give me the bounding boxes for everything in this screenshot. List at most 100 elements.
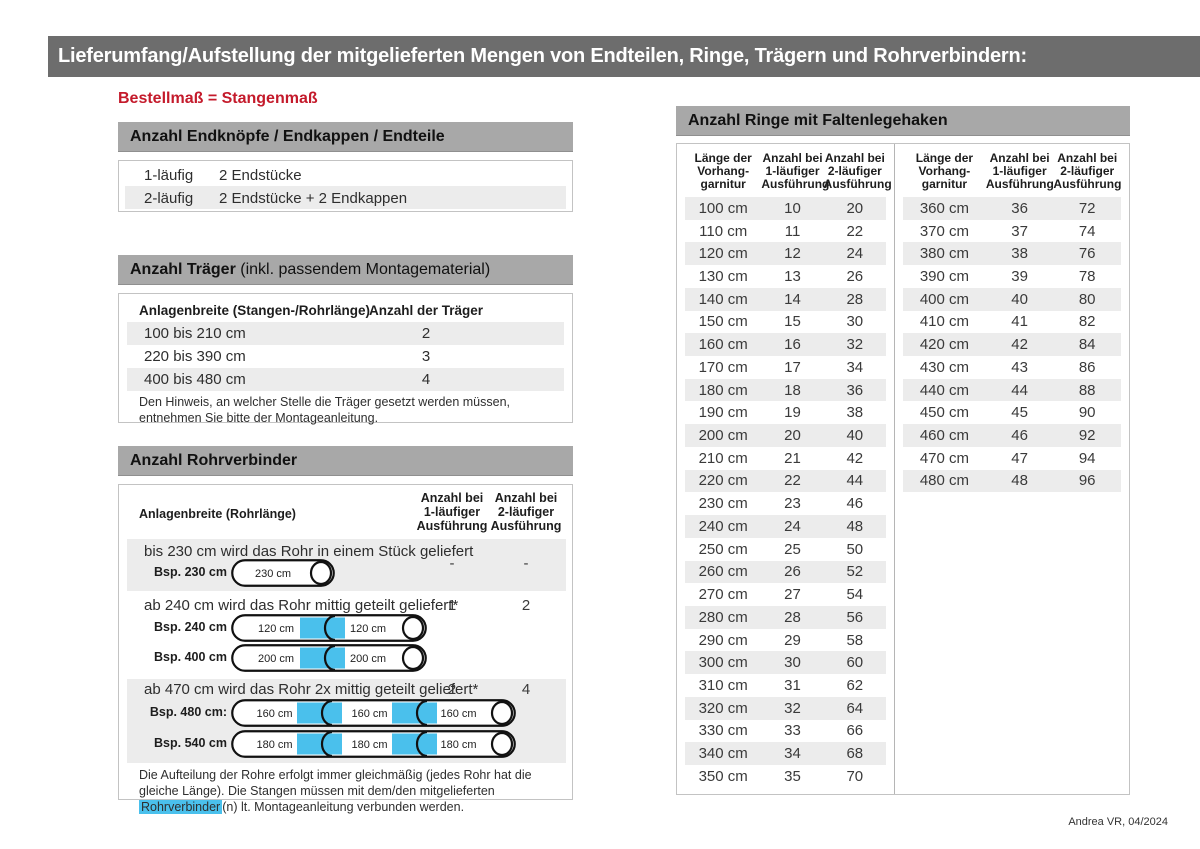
cell: 82 xyxy=(1078,313,1096,331)
rohrverbinder-col-label: Anlagenbreite (Rohrlänge) xyxy=(139,507,296,521)
cell: 84 xyxy=(1078,336,1096,354)
cell: 30 xyxy=(784,654,801,672)
table-row: 290 cm 29 58 xyxy=(685,629,886,652)
table-row: 470 cm 47 94 xyxy=(903,447,1121,470)
cell: 78 xyxy=(1078,268,1096,286)
svg-text:160 cm: 160 cm xyxy=(351,708,387,720)
cell: 310 cm xyxy=(698,676,748,694)
table-row: 250 cm 25 50 xyxy=(685,538,886,561)
traeger-row-value: 4 xyxy=(421,371,431,388)
table-row: 170 cm 17 34 xyxy=(685,356,886,379)
ringe-table-left: Länge der Vorhang- garnitur Anzahl bei 1… xyxy=(677,144,894,794)
section-header-ringe: Anzahl Ringe mit Faltenlegehaken xyxy=(676,106,1130,136)
svg-text:160 cm: 160 cm xyxy=(256,708,292,720)
cell: 320 cm xyxy=(698,699,748,717)
rohr-row-value-2laeufig: - xyxy=(523,555,529,572)
cell: 48 xyxy=(1011,472,1028,490)
rohr-row-text: ab 240 cm wird das Rohr mittig geteilt g… xyxy=(144,597,459,614)
cell: 210 cm xyxy=(698,449,748,467)
cell: 96 xyxy=(1078,472,1096,490)
cell: 46 xyxy=(1011,427,1028,445)
cell: 36 xyxy=(1011,199,1028,217)
cell: 66 xyxy=(846,722,864,740)
cell: 17 xyxy=(784,358,801,376)
cell: 76 xyxy=(1078,245,1096,263)
cell: 48 xyxy=(846,517,864,535)
cell: 86 xyxy=(1078,358,1096,376)
pipe-diagram: 120 cm 120 cm xyxy=(231,614,427,647)
cell: 88 xyxy=(1078,381,1096,399)
cell: 24 xyxy=(846,245,864,263)
table-row: 440 cm 44 88 xyxy=(903,378,1121,402)
ringe-col-2laeufig: Anzahl bei 2-läufiger Ausführung xyxy=(823,151,892,191)
cell: 34 xyxy=(846,358,864,376)
cell: 32 xyxy=(846,336,864,354)
cell: 430 cm xyxy=(919,358,970,376)
traeger-row-value: 3 xyxy=(421,348,431,365)
svg-text:200 cm: 200 cm xyxy=(258,653,294,665)
cell: 240 cm xyxy=(698,517,748,535)
footnote-highlight: Rohrverbinder xyxy=(139,800,223,814)
rohr-row-value-2laeufig: 2 xyxy=(521,597,531,614)
section-header-endteile: Anzahl Endknöpfe / Endkappen / Endteile xyxy=(118,122,573,152)
cell: 25 xyxy=(784,540,801,558)
rohr-row-value-1laeufig: - xyxy=(449,555,455,572)
cell: 280 cm xyxy=(698,608,748,626)
cell: 20 xyxy=(846,199,864,217)
table-row: 420 cm 42 84 xyxy=(903,333,1121,357)
ringe-col-2laeufig: Anzahl bei 2-läufiger Ausführung xyxy=(1053,151,1122,191)
table-row: 330 cm 33 66 xyxy=(685,720,886,743)
table-row: 410 cm 41 82 xyxy=(903,311,1121,334)
svg-text:120 cm: 120 cm xyxy=(258,623,294,635)
svg-text:180 cm: 180 cm xyxy=(351,739,387,751)
table-row: 310 cm 31 62 xyxy=(685,674,886,697)
row-stripe xyxy=(125,186,566,209)
table-row: 160 cm 16 32 xyxy=(685,333,886,357)
section-header-traeger-bold: Anzahl Träger xyxy=(130,261,236,278)
table-row: 210 cm 21 42 xyxy=(685,447,886,470)
table-row: 460 cm 46 92 xyxy=(903,424,1121,447)
cell: 110 cm xyxy=(699,222,748,240)
cell: 400 cm xyxy=(919,290,970,308)
cell: 36 xyxy=(846,381,864,399)
section-header-traeger-normal: (inkl. passendem Montagematerial) xyxy=(235,261,491,278)
cell: 45 xyxy=(1011,404,1028,422)
cell: 420 cm xyxy=(919,336,970,354)
row-stripe xyxy=(127,539,566,591)
pipe-diagram: 200 cm 200 cm xyxy=(231,644,427,677)
table-row: 100 cm 10 20 xyxy=(685,197,886,220)
ringe-col-1laeufig: Anzahl bei 1-läufiger Ausführung xyxy=(985,151,1054,191)
pipe-diagram: 160 cm 160 cm 160 cm xyxy=(231,699,516,732)
cell: 26 xyxy=(846,268,864,286)
table-row: 200 cm 20 40 xyxy=(685,424,886,447)
bsp-label: Bsp. 480 cm: xyxy=(149,705,227,719)
cell: 28 xyxy=(846,290,864,308)
ringe-header-row: Länge der Vorhang- garnitur Anzahl bei 1… xyxy=(903,151,1122,197)
cell: 30 xyxy=(846,313,864,331)
table-row: 340 cm 34 68 xyxy=(685,742,886,765)
cell: 40 xyxy=(846,427,864,445)
document-footer: Andrea VR, 04/2024 xyxy=(1068,816,1168,828)
cell: 350 cm xyxy=(698,767,748,785)
page-title-bar: Lieferumfang/Aufstellung der mitgeliefer… xyxy=(48,36,1200,77)
rohr-row-text: ab 470 cm wird das Rohr 2x mittig geteil… xyxy=(144,681,479,698)
footnote-text-2: (n) lt. Montageanleitung verbunden werde… xyxy=(222,800,465,814)
table-row: 350 cm 35 70 xyxy=(685,765,886,788)
rohrverbinder-col-1laeufig: Anzahl bei 1-läufiger Ausführung xyxy=(416,491,488,533)
cell: 54 xyxy=(846,586,864,604)
table-row: 400 cm 40 80 xyxy=(903,287,1121,311)
cell: 260 cm xyxy=(698,563,748,581)
cell: 22 xyxy=(784,472,801,490)
section-header-traeger: Anzahl Träger (inkl. passendem Montagema… xyxy=(118,255,573,285)
cell: 230 cm xyxy=(698,495,748,513)
cell: 39 xyxy=(1011,268,1028,286)
svg-text:180 cm: 180 cm xyxy=(440,739,476,751)
table-row: 430 cm 43 86 xyxy=(903,356,1121,379)
cell: 92 xyxy=(1078,427,1096,445)
traeger-col2-header: Anzahl der Träger xyxy=(368,303,484,318)
row-stripe xyxy=(127,368,564,391)
ringe-col-laenge: Länge der Vorhang- garnitur xyxy=(915,151,974,191)
cell: 120 cm xyxy=(698,245,748,263)
cell: 62 xyxy=(846,676,864,694)
